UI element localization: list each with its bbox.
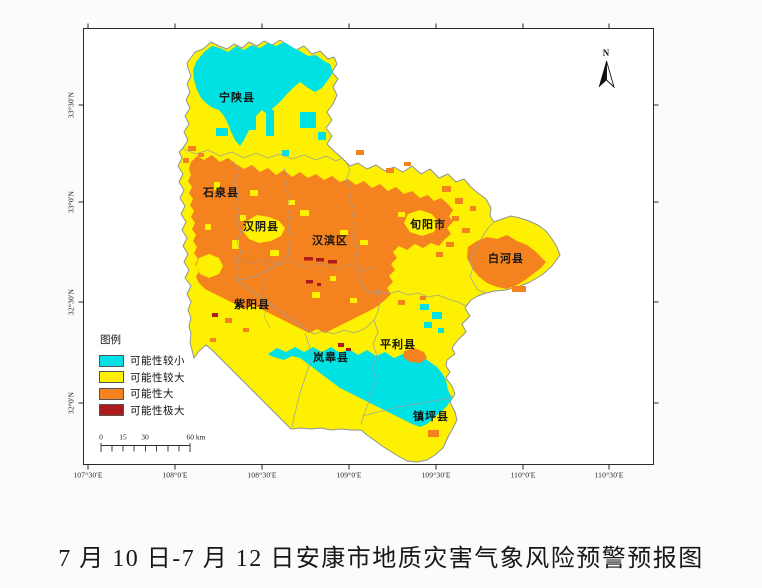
county-label-baihe: 白河县 xyxy=(488,253,524,265)
river-lines xyxy=(235,257,375,329)
scale-label-30: 30 xyxy=(141,432,149,442)
legend-label-high: 可能性大 xyxy=(130,389,174,400)
legend-label-veryhigh: 可能性极大 xyxy=(130,405,185,417)
scale-label-0: 0 xyxy=(99,432,103,442)
county-label-zhenping: 镇坪县 xyxy=(413,411,449,423)
scale-label-60km: 60 km xyxy=(186,432,206,442)
risk-low-north-blob xyxy=(193,42,333,146)
risk-high-areas xyxy=(183,146,546,437)
legend: 图例 可能性较小 可能性较大 可能性大 可能性极大 xyxy=(99,332,209,420)
county-label-hanbin: 汉滨区 xyxy=(312,235,348,247)
map-figure: 107°30'E 108°0'E 108°30'E 109°0'E 109°30… xyxy=(66,23,659,480)
legend-label-moderate: 可能性较大 xyxy=(130,372,185,384)
risk-high-speckles xyxy=(183,146,526,437)
north-label: N xyxy=(602,48,610,58)
lat-label-2: 32°30'N xyxy=(66,288,76,316)
county-label-shiquan: 石泉县 xyxy=(203,187,239,199)
lon-label-2: 108°30'E xyxy=(247,470,277,480)
county-label-ningshan: 宁陕县 xyxy=(219,92,255,104)
lat-label-1: 33°0'N xyxy=(66,190,76,214)
legend-swatch-moderate xyxy=(99,371,124,383)
lon-label-1: 108°0'E xyxy=(162,470,188,480)
legend-swatch-low xyxy=(99,354,124,367)
lon-label-0: 107°30'E xyxy=(73,470,103,480)
county-label-pingli: 平利县 xyxy=(380,339,416,351)
county-boundaries xyxy=(182,148,495,428)
legend-label-low: 可能性较小 xyxy=(130,356,185,367)
frame-ticks xyxy=(78,23,659,470)
lon-label-5: 110°0'E xyxy=(510,470,536,480)
map-frame xyxy=(83,28,654,465)
lon-label-4: 109°30'E xyxy=(421,470,451,480)
legend-swatch-veryhigh xyxy=(99,404,124,416)
scale-label-15: 15 xyxy=(119,432,127,442)
lon-label-3: 109°0'E xyxy=(336,470,362,480)
lat-label-0: 33°30'N xyxy=(66,91,76,119)
risk-high-baihe-blob xyxy=(467,235,546,289)
county-label-ziyang: 紫阳县 xyxy=(234,299,270,311)
risk-moderate-speckles xyxy=(205,182,405,303)
legend-swatch-high xyxy=(99,387,124,400)
county-label-hanyin: 汉阴县 xyxy=(243,221,279,233)
scale-ruler xyxy=(100,443,191,452)
lat-label-3: 32°0'N xyxy=(66,391,76,415)
risk-low-south-band xyxy=(268,347,452,427)
legend-item-moderate: 可能性较大 xyxy=(99,371,209,384)
north-arrow-icon xyxy=(598,60,615,89)
legend-title: 图例 xyxy=(100,335,121,346)
legend-item-high: 可能性大 xyxy=(99,387,209,400)
risk-veryhigh-areas xyxy=(212,257,351,351)
figure-caption: 7 月 10 日-7 月 12 日安康市地质灾害气象风险预警预报图 xyxy=(58,546,704,572)
risk-high-pingli-patch xyxy=(403,348,427,363)
risk-high-central-mass xyxy=(188,155,453,333)
county-label-langao: 岚皋县 xyxy=(313,352,349,364)
county-label-xunyang: 旬阳市 xyxy=(410,219,446,231)
map-graphic xyxy=(78,23,659,470)
legend-item-veryhigh: 可能性极大 xyxy=(99,404,209,417)
lon-label-6: 110°30'E xyxy=(594,470,624,480)
legend-item-low: 可能性较小 xyxy=(99,354,209,367)
risk-low-north-speckles xyxy=(216,110,326,156)
